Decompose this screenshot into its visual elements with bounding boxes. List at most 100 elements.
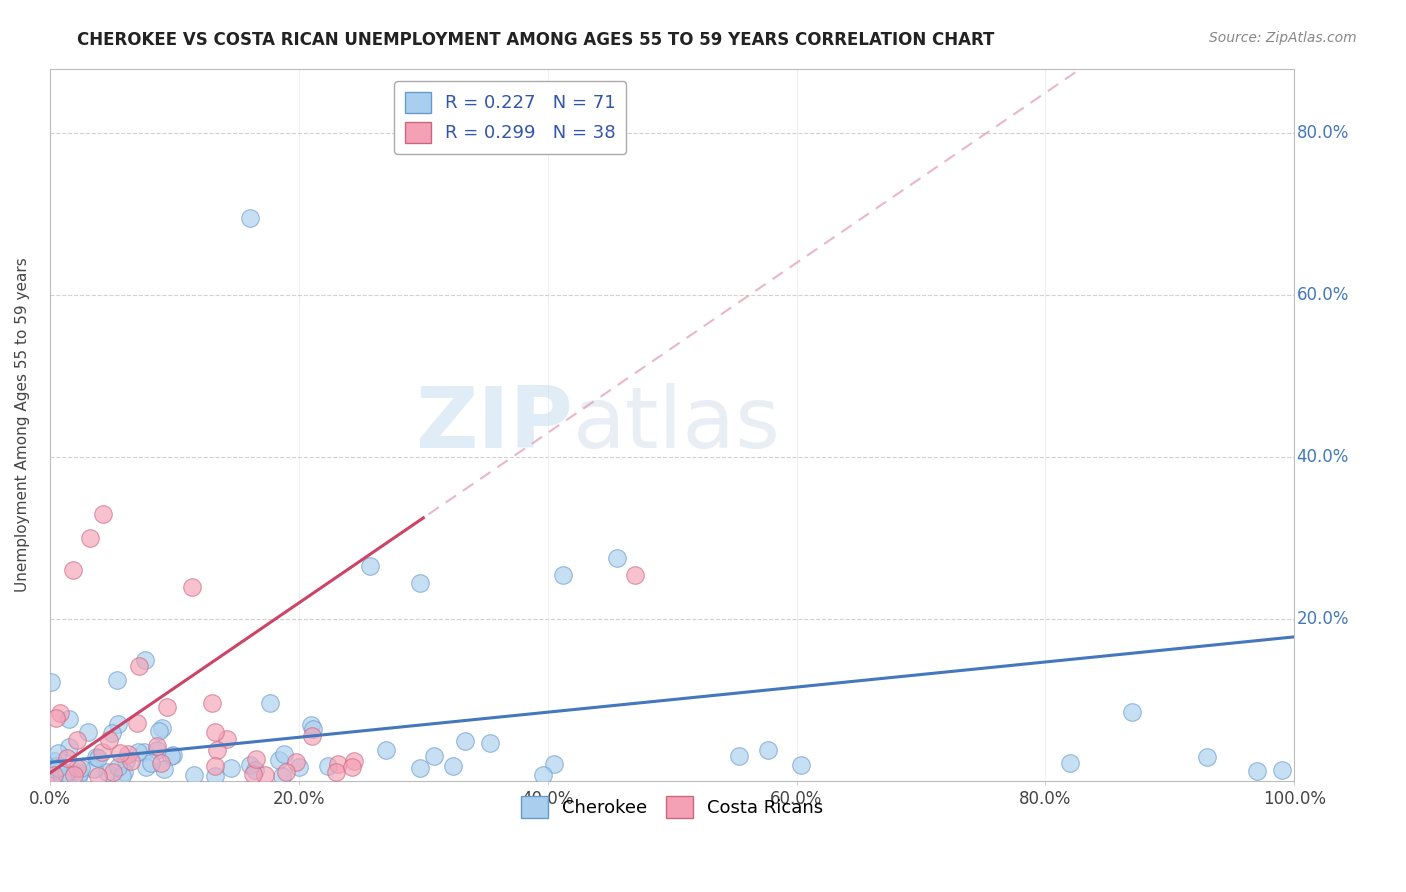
- Point: [125, 715, 148, 730]
- Legend: Cherokee, Costa Ricans: Cherokee, Costa Ricans: [513, 789, 831, 825]
- Point: [49, 706, 72, 721]
- Point: [44, 768, 66, 782]
- Point: [301, 722, 323, 736]
- Point: [243, 763, 266, 777]
- Point: [551, 567, 574, 582]
- Point: [87, 751, 110, 765]
- Point: [359, 559, 381, 574]
- Point: [65, 733, 87, 747]
- Point: [141, 756, 163, 770]
- Point: [46, 746, 69, 760]
- Point: [107, 760, 129, 774]
- Point: [624, 567, 647, 582]
- Point: [215, 731, 238, 746]
- Text: 40.0%: 40.0%: [1296, 448, 1348, 467]
- Point: [51, 770, 73, 784]
- Point: [55, 751, 77, 765]
- Point: [103, 765, 125, 780]
- Point: [328, 756, 350, 771]
- Point: [301, 729, 323, 743]
- Point: [63, 768, 86, 782]
- Point: [134, 652, 156, 666]
- Point: [543, 756, 565, 771]
- Point: [254, 767, 277, 781]
- Point: [204, 758, 226, 772]
- Point: [115, 754, 138, 768]
- Point: [112, 764, 135, 779]
- Point: [375, 743, 398, 757]
- Point: [756, 743, 779, 757]
- Point: [181, 580, 204, 594]
- Point: [1197, 750, 1219, 764]
- Point: [84, 750, 107, 764]
- Point: [83, 763, 105, 777]
- Point: [325, 764, 347, 779]
- Point: [204, 725, 226, 739]
- Point: [91, 507, 114, 521]
- Point: [76, 724, 98, 739]
- Point: [162, 748, 184, 763]
- Point: [1059, 756, 1081, 770]
- Point: [299, 717, 322, 731]
- Point: [79, 531, 101, 545]
- Text: 60.0%: 60.0%: [1296, 286, 1348, 304]
- Point: [55, 765, 77, 780]
- Point: [45, 711, 67, 725]
- Point: [100, 725, 122, 739]
- Point: [245, 752, 267, 766]
- Point: [111, 769, 134, 783]
- Text: 20.0%: 20.0%: [1296, 610, 1350, 628]
- Point: [479, 737, 502, 751]
- Point: [98, 733, 121, 747]
- Point: [108, 747, 131, 761]
- Point: [58, 713, 80, 727]
- Point: [343, 754, 366, 768]
- Point: [66, 761, 89, 775]
- Point: [62, 564, 84, 578]
- Point: [409, 575, 432, 590]
- Point: [86, 769, 108, 783]
- Point: [273, 747, 295, 761]
- Point: [39, 674, 62, 689]
- Point: [454, 734, 477, 748]
- Point: [259, 696, 281, 710]
- Point: [239, 211, 262, 226]
- Point: [153, 762, 176, 776]
- Point: [531, 768, 554, 782]
- Point: [728, 749, 751, 764]
- Point: [150, 756, 173, 771]
- Point: [316, 759, 339, 773]
- Point: [204, 769, 226, 783]
- Point: [242, 766, 264, 780]
- Point: [146, 739, 169, 754]
- Point: [422, 748, 444, 763]
- Point: [135, 760, 157, 774]
- Point: [205, 743, 228, 757]
- Point: [105, 673, 128, 687]
- Point: [117, 747, 139, 761]
- Point: [156, 699, 179, 714]
- Point: [42, 768, 65, 782]
- Point: [120, 754, 142, 768]
- Point: [70, 761, 93, 775]
- Point: [44, 754, 66, 768]
- Point: [148, 724, 170, 739]
- Point: [67, 766, 90, 780]
- Point: [132, 745, 155, 759]
- Point: [45, 758, 67, 772]
- Point: [91, 745, 114, 759]
- Text: atlas: atlas: [572, 384, 780, 467]
- Point: [1271, 763, 1294, 777]
- Point: [96, 764, 118, 779]
- Text: CHEROKEE VS COSTA RICAN UNEMPLOYMENT AMONG AGES 55 TO 59 YEARS CORRELATION CHART: CHEROKEE VS COSTA RICAN UNEMPLOYMENT AMO…: [77, 31, 994, 49]
- Point: [150, 722, 173, 736]
- Point: [340, 760, 363, 774]
- Point: [183, 768, 205, 782]
- Point: [201, 696, 224, 710]
- Point: [146, 743, 169, 757]
- Point: [441, 759, 464, 773]
- Text: Source: ZipAtlas.com: Source: ZipAtlas.com: [1209, 31, 1357, 45]
- Point: [239, 757, 262, 772]
- Y-axis label: Unemployment Among Ages 55 to 59 years: Unemployment Among Ages 55 to 59 years: [15, 258, 30, 592]
- Point: [107, 717, 129, 731]
